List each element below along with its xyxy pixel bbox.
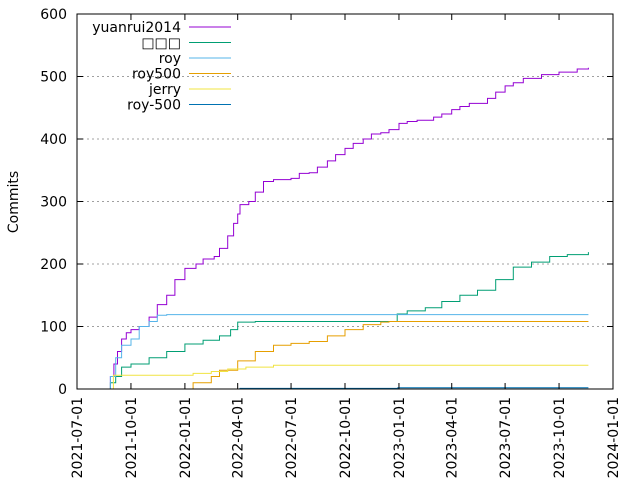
series-line-2 bbox=[105, 252, 589, 390]
x-tick-label: 2023-01-01 bbox=[392, 397, 408, 478]
y-tick-label: 400 bbox=[40, 132, 67, 148]
legend-label: roy-500 bbox=[127, 98, 181, 114]
x-tick-label: 2023-04-01 bbox=[445, 397, 461, 478]
ticks: 0 100 200 300 400 500 600 2021-07-01 2021-10-01 2… bbox=[40, 7, 622, 478]
legend-label: □□□ bbox=[141, 36, 181, 52]
x-tick-label: 2022-07-01 bbox=[284, 397, 300, 478]
x-tick-label: 2023-07-01 bbox=[498, 397, 514, 478]
x-tick-label: 2022-10-01 bbox=[338, 397, 354, 478]
y-tick-label: 600 bbox=[40, 7, 67, 23]
legend-label: roy bbox=[159, 51, 181, 67]
x-tick-label: 2023-10-01 bbox=[552, 397, 568, 478]
y-tick-label: 200 bbox=[40, 257, 67, 273]
grid-lines bbox=[77, 76, 613, 327]
series-line-4 bbox=[180, 321, 589, 390]
x-tick-label: 2021-10-01 bbox=[124, 397, 140, 478]
legend-label: yuanrui2014 bbox=[92, 20, 181, 36]
y-axis-title: Commits bbox=[6, 171, 22, 233]
y-tick-label: 300 bbox=[40, 195, 67, 211]
legend-label: jerry bbox=[148, 82, 181, 98]
y-tick-label: 100 bbox=[40, 320, 67, 336]
series-layer bbox=[105, 67, 589, 390]
y-tick-label: 0 bbox=[58, 382, 67, 398]
x-tick-label: 2022-04-01 bbox=[231, 397, 247, 478]
series-line-1 bbox=[105, 67, 589, 390]
series-line-3 bbox=[105, 314, 589, 390]
x-tick-label: 2022-01-01 bbox=[178, 397, 194, 478]
y-tick-label: 500 bbox=[40, 70, 67, 86]
x-tick-label: 2024-01-01 bbox=[606, 397, 622, 478]
series-line-5 bbox=[110, 364, 589, 390]
legend-label: roy500 bbox=[132, 67, 181, 83]
x-tick-label: 2021-07-01 bbox=[70, 397, 86, 478]
